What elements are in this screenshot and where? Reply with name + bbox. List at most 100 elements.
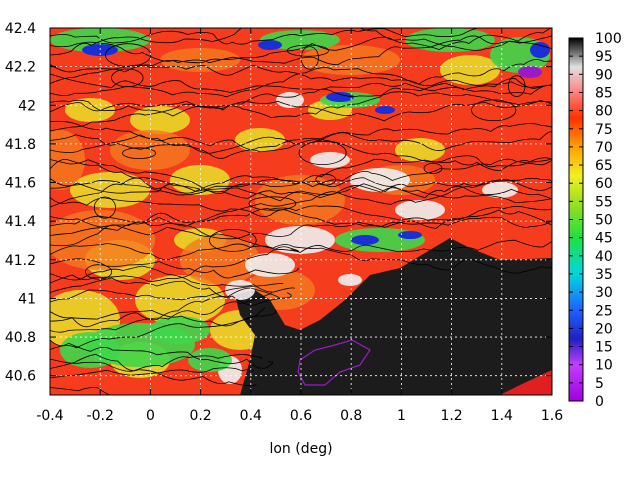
contour-line [50,177,552,236]
contour-line [50,156,552,208]
contour-line [50,177,552,204]
colorbar-tick-label: 15 [595,340,613,356]
colorbar-tick-label: 70 [595,140,613,156]
colorbar-tick-label: 40 [595,249,613,265]
blue-patch [258,40,282,50]
blue-patch [530,42,550,58]
contour-loop [105,43,152,67]
orange-patch [50,210,155,270]
contour-line [50,73,552,93]
sea-edge-red [500,370,552,395]
contour-line [50,33,552,73]
colorbar-tick-label: 30 [595,285,613,301]
contour-line [50,237,552,261]
x-tick-label: 1.6 [541,408,563,424]
colorbar-tick-label: 10 [595,358,613,374]
x-tick-label: 0.8 [340,408,362,424]
yellow-patch [440,55,500,85]
x-tick-label: -0.4 [36,408,63,424]
y-tick-label: 41.2 [5,253,36,269]
contour-line [50,28,490,45]
contour-loop [248,196,297,211]
colorbar-tick-label: 95 [595,49,613,65]
y-tick-label: 42 [18,98,36,114]
contour-loop [508,75,526,97]
colorbar-tick-label: 100 [595,31,622,47]
white-patch [310,152,350,168]
colorbar-tick-label: 80 [595,104,613,120]
contour-line [50,134,552,168]
contour-line [50,158,552,199]
plot-area [50,28,552,395]
colorbar-tick-label: 65 [595,158,613,174]
colorbar-tick-label: 50 [595,213,613,229]
x-tick-label: 0.6 [290,408,312,424]
white-patch [245,253,295,277]
white-patch [482,182,518,198]
x-tick-label: 0 [146,408,155,424]
contour-line [50,99,552,132]
contour-line [50,277,292,306]
contour-line [50,367,255,379]
contour-line [50,292,273,333]
contour-line [50,354,263,372]
contour-line [50,157,552,194]
orange-patch [300,45,400,75]
yellow-patch [170,165,230,195]
colorbar-tick-label: 60 [595,176,613,192]
contour-loop [298,140,347,165]
colorbar-tick-label: 25 [595,303,613,319]
white-patch [395,200,445,220]
yellow-patch [70,172,150,208]
y-tick-label: 41.4 [5,214,36,230]
x-tick-label: 1.2 [440,408,462,424]
x-axis-label: lon (deg) [269,441,332,457]
contour-line [50,309,277,327]
contour-loop [122,147,156,160]
contour-line [50,387,112,395]
y-tick-label: 41.6 [5,176,36,192]
contour-loop [300,46,319,70]
contour-loop [286,44,329,57]
contour-line [50,265,295,293]
colorbar-tick-label: 35 [595,267,613,283]
white-patch [265,226,335,254]
blue-patch [351,235,379,245]
purple-contour [297,339,371,386]
sea-region [235,238,552,395]
contour-line [50,197,552,229]
contour-line [50,287,280,328]
y-axis: 40.6 40.8 41 41.2 41.4 41.6 41.8 42 42.2 42.4 [5,21,552,385]
contour-line [50,353,257,387]
contour-loop [315,173,337,186]
white-patch [350,168,410,192]
yellow-patch [395,138,445,162]
land-white-patches [218,92,552,395]
contour-line [50,283,284,303]
colorbar-tick-label: 55 [595,194,613,210]
colorbar-tick-label: 20 [595,321,613,337]
contour-line [50,28,552,56]
purple-patch [518,66,542,78]
contour-loop [209,228,257,252]
orange-patch [255,175,345,225]
x-tick-label: 0.4 [240,408,262,424]
yellow-patch [235,128,285,152]
colorbar-tick-label: 75 [595,122,613,138]
blue-patch [375,106,395,114]
x-tick-label: -0.2 [87,408,114,424]
white-patch [338,274,362,286]
contour-loop [111,68,144,88]
y-tick-label: 42.4 [5,21,36,37]
contour-loop [423,162,443,174]
contour-line [50,339,274,369]
x-tick-label: 0.2 [189,408,211,424]
contour-line [50,82,552,119]
y-tick-label: 41 [18,291,36,307]
contour-line [50,178,552,203]
blue-patches [82,40,550,245]
contour-line [50,120,552,159]
contour-lines [50,28,552,395]
x-axis: -0.4 -0.2 0 0.2 0.4 0.6 0.8 1 1.2 1.4 1.6 [36,28,563,424]
